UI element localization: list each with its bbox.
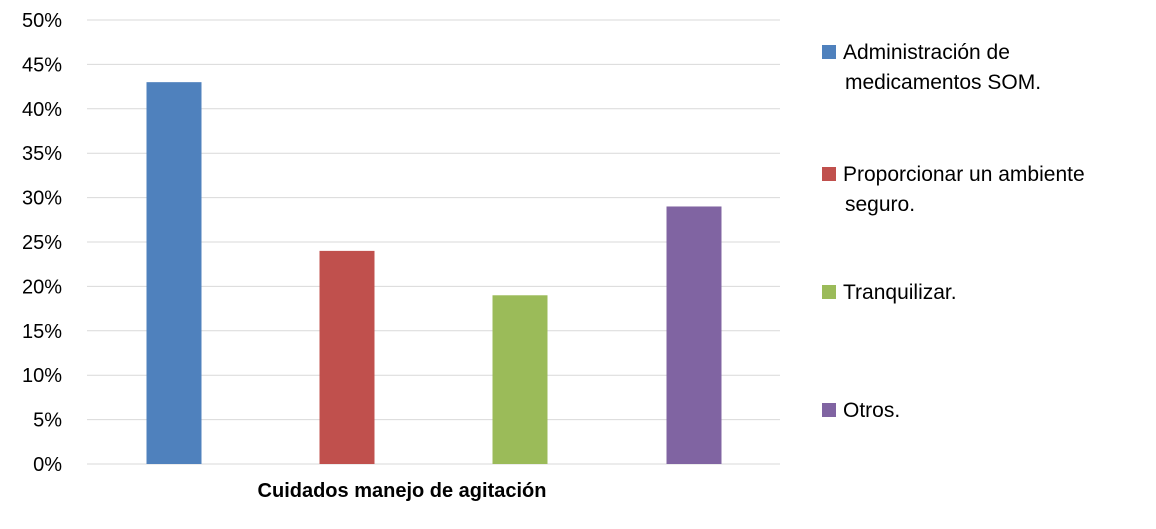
y-tick-label: 0% (33, 454, 62, 476)
bars (147, 82, 722, 464)
y-tick-label: 5% (33, 410, 62, 432)
legend-swatch (822, 167, 836, 181)
y-tick-label: 40% (22, 99, 62, 121)
y-axis-tick-labels: 0% 5% 10% 15% 20% 25% 30% 35% 40% 45% 50% (22, 10, 62, 476)
y-tick-label: 15% (22, 321, 62, 343)
legend-label: Proporcionar un ambiente (843, 163, 1085, 186)
y-tick-label: 50% (22, 10, 62, 32)
legend-entry-3: Tranquilizar. (822, 281, 957, 304)
y-tick-label: 45% (22, 54, 62, 76)
y-tick-label: 25% (22, 232, 62, 254)
bar-1 (147, 82, 202, 464)
x-axis-label: Cuidados manejo de agitación (258, 480, 547, 502)
legend-swatch (822, 285, 836, 299)
legend-swatch (822, 45, 836, 59)
y-tick-label: 35% (22, 143, 62, 165)
bar-3 (493, 295, 548, 464)
legend-label: Administración de (843, 41, 1010, 64)
legend-swatch (822, 403, 836, 417)
bar-4 (667, 206, 722, 464)
legend-entry-2: Proporcionar un ambiente seguro. (822, 163, 1085, 216)
legend: Administración de medicamentos SOM. Propor… (822, 41, 1085, 422)
y-tick-label: 30% (22, 188, 62, 210)
y-tick-label: 10% (22, 365, 62, 387)
legend-label: Otros. (843, 399, 900, 422)
legend-label: seguro. (845, 193, 915, 216)
bar-2 (320, 251, 375, 464)
legend-entry-1: Administración de medicamentos SOM. (822, 41, 1041, 94)
legend-label: medicamentos SOM. (845, 71, 1041, 94)
y-tick-label: 20% (22, 276, 62, 298)
legend-entry-4: Otros. (822, 399, 900, 422)
legend-label: Tranquilizar. (843, 281, 957, 304)
